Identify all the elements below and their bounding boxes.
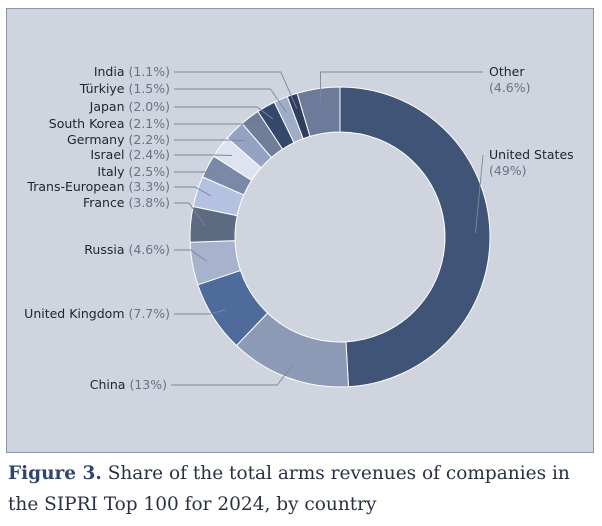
data-label-israel: Israel (2.4%) [90,147,170,162]
data-label-united-states: United States (49%) [489,147,574,178]
label-value-trans-european: (3.3%) [128,179,170,194]
label-value-turkiye: (1.5%) [128,81,170,96]
leader-line-russia [174,249,207,262]
data-label-germany: Germany (2.2%) [67,132,170,147]
figure-caption: Figure 3. Share of the total arms revenu… [8,458,594,520]
label-value-france: (3.8%) [128,195,170,210]
label-name-turkiye: Türkiye [79,81,129,96]
slice-other [296,86,341,137]
label-name-israel: Israel [90,147,128,162]
label-value-united-states: (49%) [489,163,527,178]
label-name-italy: Italy [97,164,128,179]
label-value-other: (4.6%) [489,80,531,95]
data-label-united-kingdom: United Kingdom (7.7%) [24,306,170,321]
label-name-russia: Russia [84,242,128,257]
figure-label: Figure 3. [8,463,102,484]
label-name-other: Other [489,64,525,79]
leader-line-japan [174,106,274,120]
data-label-japan: Japan (2.0%) [89,99,170,114]
chart-panel: United States (49%) China (13%) United King… [6,8,594,453]
data-label-italy: Italy (2.5%) [97,164,170,179]
slice-united-states [339,86,491,388]
leader-line-united-states [474,154,484,234]
label-name-india: India [94,64,129,79]
leader-line-south-korea [174,123,259,130]
label-name-trans-european: Trans-European [26,179,128,194]
leader-line-united-kingdom [174,309,226,315]
data-label-south-korea: South Korea (2.1%) [49,116,170,131]
label-name-united-kingdom: United Kingdom [24,306,128,321]
label-value-israel: (2.4%) [128,147,170,162]
leader-line-germany [174,139,245,142]
label-value-india: (1.1%) [128,64,170,79]
donut-chart: United States (49%) China (13%) United King… [24,64,574,392]
label-value-russia: (4.6%) [128,242,170,257]
label-value-japan: (2.0%) [128,99,170,114]
data-label-china: China (13%) [90,377,167,392]
data-label-india: India (1.1%) [94,64,170,79]
leader-line-france [174,202,206,226]
label-name-japan: Japan [89,99,129,114]
label-name-france: France [83,195,129,210]
label-value-china: (13%) [129,377,167,392]
data-label-trans-european: Trans-European (3.3%) [26,179,170,194]
label-name-china: China [90,377,130,392]
label-value-germany: (2.2%) [128,132,170,147]
leader-line-turkiye [174,88,287,113]
label-value-italy: (2.5%) [128,164,170,179]
caption-text: Share of the total arms revenues of comp… [8,463,570,515]
data-label-russia: Russia (4.6%) [84,242,170,257]
leader-line-trans-european [174,186,212,197]
label-name-south-korea: South Korea [49,116,129,131]
label-name-united-states: United States [489,147,574,162]
label-name-germany: Germany [67,132,128,147]
leader-line-china [171,363,294,386]
data-label-turkiye: Türkiye (1.5%) [79,81,170,96]
data-label-other: Other (4.6%) [489,64,531,95]
label-value-south-korea: (2.1%) [128,116,170,131]
leader-line-india [174,71,298,109]
leader-line-israel [174,154,232,156]
leader-line-other [319,71,483,103]
label-value-united-kingdom: (7.7%) [128,306,170,321]
data-label-france: France (3.8%) [83,195,170,210]
leader-line-italy [174,171,221,174]
